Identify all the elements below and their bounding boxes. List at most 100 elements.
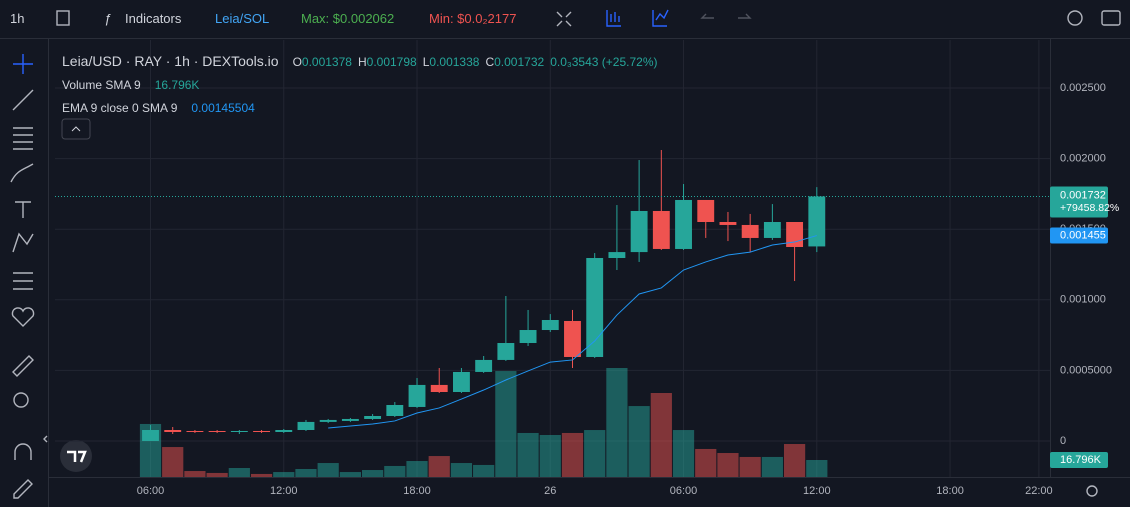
x-tick-label: 26: [544, 485, 556, 497]
candle-body: [430, 384, 448, 393]
collapse-arrow[interactable]: [43, 435, 48, 443]
volume-bar: [517, 432, 539, 477]
text-tool[interactable]: [15, 201, 31, 218]
undo-button[interactable]: [700, 13, 714, 19]
candle-body: [230, 430, 248, 433]
y-tick-label: 0.002500: [1060, 82, 1106, 94]
candle-body: [208, 430, 226, 433]
volume-bar: [584, 430, 606, 477]
candle-body: [808, 196, 826, 247]
x-tick-label: 18:00: [936, 485, 964, 497]
volume-bar: [361, 470, 384, 477]
candle-body: [741, 224, 759, 238]
ohlc-value: 0.001378: [301, 55, 352, 69]
volume-bar: [539, 434, 561, 477]
volume-bar: [250, 473, 273, 477]
candle-body: [586, 258, 604, 357]
change: 0.0₃3543 (+25.72%): [550, 55, 658, 69]
volume-bar: [406, 461, 428, 477]
volume-bar: [672, 430, 695, 477]
ema-label-box: [1050, 227, 1108, 244]
volume-bar: [761, 456, 783, 477]
indicators-icon: ƒ: [104, 11, 112, 26]
zoom-tool[interactable]: [13, 392, 29, 408]
chart-type-button[interactable]: [56, 10, 70, 26]
candle-body: [497, 343, 515, 360]
volume-bar: [273, 472, 295, 477]
icon-tool[interactable]: [11, 307, 35, 327]
candle-body: [164, 429, 182, 433]
price-label-box: [1050, 186, 1108, 218]
collapse-icon: [71, 126, 81, 132]
crosshair-tool[interactable]: [13, 54, 33, 74]
volume-bar: [695, 448, 717, 477]
x-tick-label: 06:00: [137, 485, 165, 497]
min-price: Min: $0.0₂2177: [429, 11, 517, 26]
volume-bar: [561, 432, 584, 477]
candle-body: [719, 222, 737, 225]
plot: 00.00050000.0010000.0015000.0020000.0025…: [55, 40, 1112, 497]
ohlc-value: 0.001732: [494, 55, 545, 69]
volume-bar: [317, 463, 339, 477]
volume-bar: [428, 456, 450, 477]
logo-mark: [67, 450, 87, 463]
x-tick-label: 22:00: [1025, 485, 1053, 497]
candle-body: [319, 419, 337, 422]
fib-tool[interactable]: [13, 127, 33, 150]
ema-value: 0.00145504: [191, 101, 255, 115]
x-tick-label: 12:00: [803, 485, 831, 497]
y-tick-label: 0: [1060, 435, 1066, 447]
volume-value: 16.796K: [154, 78, 200, 92]
candle-body: [341, 418, 359, 421]
candle-body: [608, 252, 626, 259]
redo-button[interactable]: [738, 13, 752, 19]
sidebar-icons: [10, 54, 48, 499]
lock-tool[interactable]: [13, 479, 33, 499]
magnet-tool[interactable]: [14, 443, 32, 460]
volume-axis-label: 16.796K: [1060, 454, 1102, 466]
ohlc-value: 0.001798: [366, 55, 417, 69]
measure-tool[interactable]: [12, 355, 34, 377]
candle-body: [519, 330, 537, 344]
line-tool[interactable]: [12, 89, 34, 111]
price-change-label: +79458.82%: [1060, 202, 1119, 214]
max-price: Max: $0.002062: [301, 11, 395, 26]
ema-line: [328, 235, 817, 429]
snapshot-button[interactable]: [1101, 10, 1121, 26]
pattern-tool[interactable]: [12, 232, 34, 253]
candle-body: [408, 384, 426, 407]
indicators-button[interactable]: Indicators: [125, 11, 182, 26]
volume-bar: [295, 469, 317, 477]
y-tick-label: 0.002000: [1060, 153, 1106, 165]
interval[interactable]: 1h: [10, 11, 25, 26]
y-tick-label: 0.0005000: [1060, 364, 1112, 376]
bars-button[interactable]: [606, 10, 621, 27]
volume-bar: [384, 465, 406, 477]
x-tick-label: 12:00: [270, 485, 298, 497]
candle-body: [275, 429, 293, 433]
volume-label-box: [1050, 452, 1108, 469]
legend: Leia/USD · RAY · 1h · DEXTools.io O0.0013…: [62, 50, 663, 120]
ohlc-label: H: [357, 55, 367, 69]
legend-row: Leia/USD · RAY · 1h · DEXTools.io O0.0013…: [62, 50, 663, 74]
brush-tool[interactable]: [10, 163, 34, 183]
collapse-button[interactable]: [61, 118, 91, 140]
y-tick-label: 0.001000: [1060, 294, 1106, 306]
pair[interactable]: Leia/SOL: [215, 11, 270, 26]
candle-body: [253, 430, 270, 433]
line-button[interactable]: [652, 9, 669, 27]
candle-body: [541, 319, 559, 331]
prediction-tool[interactable]: [13, 272, 33, 290]
auto-scale-button[interactable]: [1086, 485, 1098, 497]
ohlc-label: L: [422, 55, 430, 69]
settings-button[interactable]: [1067, 10, 1083, 26]
volume-bar: [473, 464, 495, 477]
volume-bar: [739, 456, 761, 477]
volume-bar: [628, 406, 650, 477]
legend-row: EMA 9 close 0 SMA 9 0.00145504: [62, 97, 663, 120]
frame: [0, 38, 1130, 507]
candle-body: [297, 421, 315, 430]
volume-name: Volume SMA 9: [62, 78, 141, 92]
compare-button[interactable]: [556, 11, 572, 27]
